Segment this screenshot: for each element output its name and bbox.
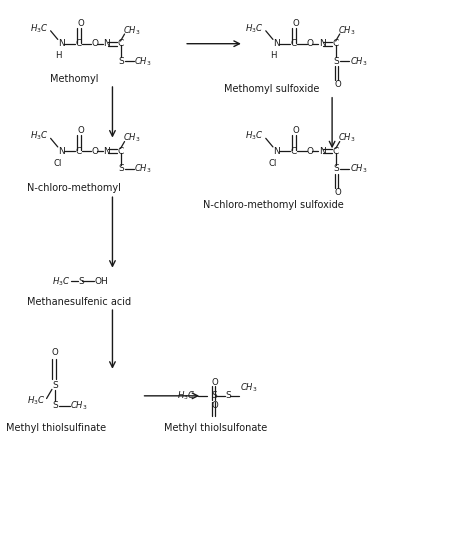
Text: $CH_3$: $CH_3$ — [240, 382, 257, 394]
Text: O: O — [92, 39, 99, 48]
Text: N-chloro-methomyl sulfoxide: N-chloro-methomyl sulfoxide — [203, 200, 344, 210]
Text: $H_3C$: $H_3C$ — [27, 395, 46, 407]
Text: N: N — [58, 39, 65, 48]
Text: N: N — [103, 147, 110, 156]
Text: C: C — [118, 147, 124, 156]
Text: S: S — [211, 391, 217, 400]
Text: Methanesulfenic acid: Methanesulfenic acid — [27, 297, 131, 307]
Text: C: C — [333, 39, 339, 48]
Text: Methyl thiolsulfonate: Methyl thiolsulfonate — [164, 423, 267, 433]
Text: OH: OH — [94, 277, 108, 286]
Text: Methomyl sulfoxide: Methomyl sulfoxide — [224, 85, 319, 94]
Text: C: C — [291, 39, 297, 48]
Text: N: N — [273, 147, 280, 156]
Text: S: S — [333, 164, 339, 174]
Text: $H_3C$: $H_3C$ — [29, 130, 48, 142]
Text: O: O — [51, 348, 58, 357]
Text: C: C — [333, 147, 339, 156]
Text: N: N — [319, 147, 326, 156]
Text: N: N — [58, 147, 65, 156]
Text: O: O — [77, 126, 84, 135]
Text: Cl: Cl — [268, 158, 277, 168]
Text: H: H — [55, 51, 62, 60]
Text: C: C — [291, 147, 297, 156]
Text: O: O — [211, 378, 218, 387]
Text: $CH_3$: $CH_3$ — [123, 24, 140, 37]
Text: S: S — [226, 391, 232, 400]
Text: $CH_3$: $CH_3$ — [338, 24, 356, 37]
Text: O: O — [92, 147, 99, 156]
Text: O: O — [292, 19, 299, 28]
Text: $CH_3$: $CH_3$ — [123, 132, 140, 144]
Text: O: O — [307, 39, 314, 48]
Text: N-chloro-methomyl: N-chloro-methomyl — [27, 183, 121, 193]
Text: N: N — [273, 39, 280, 48]
Text: Methyl thiolsulfinate: Methyl thiolsulfinate — [6, 423, 107, 433]
Text: $CH_3$: $CH_3$ — [135, 55, 152, 68]
Text: $CH_3$: $CH_3$ — [350, 163, 367, 175]
Text: S: S — [118, 164, 124, 174]
Text: O: O — [334, 80, 341, 89]
Text: S: S — [78, 277, 84, 286]
Text: S: S — [52, 381, 58, 390]
Text: O: O — [307, 147, 314, 156]
Text: C: C — [76, 147, 82, 156]
Text: $H_3C$: $H_3C$ — [52, 275, 71, 288]
Text: C: C — [118, 39, 124, 48]
Text: $H_3C$: $H_3C$ — [29, 23, 48, 35]
Text: O: O — [211, 401, 218, 410]
Text: O: O — [292, 126, 299, 135]
Text: N: N — [319, 39, 326, 48]
Text: $CH_3$: $CH_3$ — [70, 399, 88, 412]
Text: S: S — [118, 57, 124, 66]
Text: O: O — [77, 19, 84, 28]
Text: $CH_3$: $CH_3$ — [135, 163, 152, 175]
Text: Methomyl: Methomyl — [50, 74, 99, 84]
Text: $CH_3$: $CH_3$ — [350, 55, 367, 68]
Text: S: S — [333, 57, 339, 66]
Text: $H_3C$: $H_3C$ — [177, 390, 196, 402]
Text: H: H — [270, 51, 277, 60]
Text: $H_3C$: $H_3C$ — [245, 130, 263, 142]
Text: C: C — [76, 39, 82, 48]
Text: $H_3C$: $H_3C$ — [245, 23, 263, 35]
Text: S: S — [53, 401, 59, 410]
Text: O: O — [334, 188, 341, 197]
Text: N: N — [103, 39, 110, 48]
Text: Cl: Cl — [53, 158, 62, 168]
Text: $CH_3$: $CH_3$ — [338, 132, 356, 144]
